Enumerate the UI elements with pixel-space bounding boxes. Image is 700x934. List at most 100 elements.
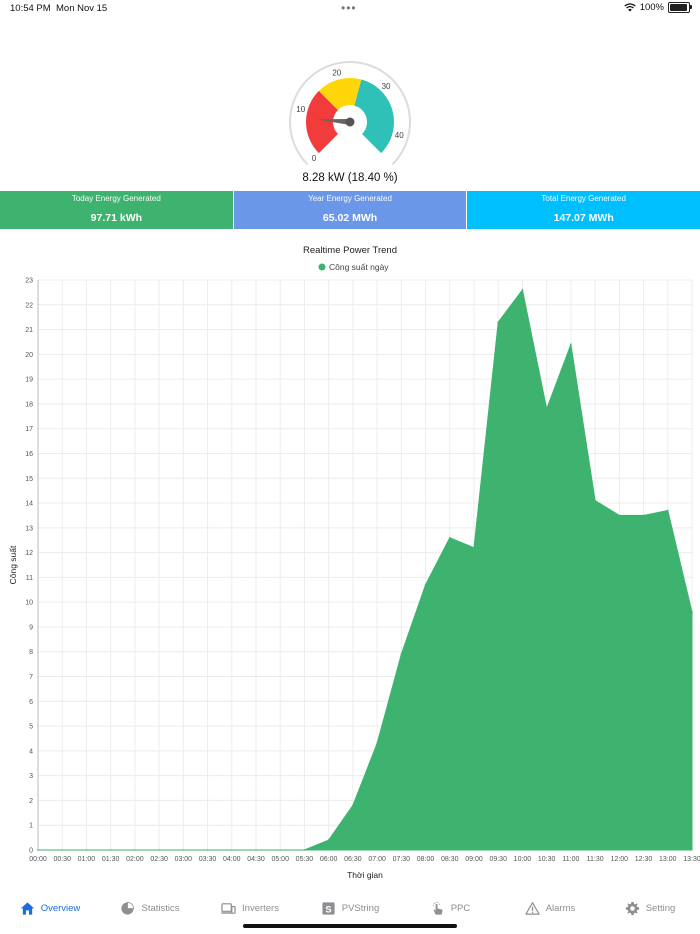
y-tick-label: 4 — [29, 748, 33, 755]
card-title: Year Energy Generated — [308, 194, 392, 203]
y-tick-label: 18 — [25, 401, 33, 408]
tab-label: Overview — [40, 902, 81, 914]
gear-icon — [625, 901, 639, 915]
y-tick-label: 0 — [29, 848, 33, 855]
data-point — [448, 536, 451, 539]
y-tick-label: 21 — [25, 327, 33, 334]
y-tick-label: 20 — [25, 352, 33, 359]
y-tick-label: 16 — [25, 451, 33, 458]
power-gauge: 0 10 20 30 40 — [289, 61, 411, 166]
tab-overview[interactable]: Overview — [0, 893, 100, 923]
warning-icon — [525, 901, 540, 915]
y-tick-label: 6 — [29, 699, 33, 706]
gauge-tick-label: 10 — [296, 105, 305, 114]
y-tick-label: 7 — [29, 674, 33, 681]
data-point — [230, 849, 233, 851]
gauge-tick-label: 40 — [395, 131, 404, 140]
data-point — [352, 804, 354, 807]
data-point — [134, 849, 136, 851]
data-point — [109, 849, 112, 851]
data-point — [618, 514, 621, 517]
status-bar: 10:54 PM Mon Nov 15 ••• 100% — [0, 0, 700, 18]
data-point — [642, 514, 645, 517]
legend-label: Công suất ngày — [329, 262, 389, 272]
x-tick-label: 12:00 — [611, 856, 629, 863]
data-point — [570, 343, 572, 346]
data-point — [255, 849, 257, 851]
data-point — [521, 289, 524, 291]
y-tick-label: 3 — [29, 773, 33, 780]
card-title: Total Energy Generated — [541, 194, 626, 203]
x-tick-label: 07:00 — [368, 856, 386, 863]
battery-percent: 100% — [639, 2, 664, 13]
s-box-icon: S — [322, 901, 335, 915]
x-tick-label: 10:00 — [514, 856, 532, 863]
status-right: 100% — [624, 2, 692, 13]
tab-alarms[interactable]: Alarms — [500, 893, 600, 923]
x-tick-label: 01:30 — [102, 856, 120, 863]
y-tick-label: 22 — [25, 302, 33, 309]
tab-ppc[interactable]: PPC — [400, 893, 500, 923]
y-tick-label: 12 — [25, 550, 33, 557]
devices-icon — [221, 902, 236, 914]
y-tick-label: 9 — [29, 624, 33, 631]
y-tick-label: 8 — [29, 649, 33, 656]
y-tick-label: 5 — [29, 724, 33, 731]
data-point — [424, 584, 427, 586]
svg-text:S: S — [325, 904, 331, 914]
chart-title: Realtime Power Trend — [303, 245, 397, 256]
x-tick-label: 07:30 — [393, 856, 411, 863]
touch-icon — [432, 901, 443, 915]
gauge-band-2 — [354, 79, 394, 154]
data-point — [594, 499, 596, 502]
data-point — [691, 611, 693, 613]
x-tick-label: 00:00 — [29, 856, 47, 863]
data-point — [497, 321, 500, 323]
data-point — [327, 839, 330, 841]
gauge-tick-label: 20 — [332, 69, 341, 78]
multitasking-dots-icon[interactable]: ••• — [341, 1, 357, 15]
gauge-tick-label: 0 — [312, 154, 317, 163]
data-point — [473, 546, 475, 549]
tab-label: PPC — [450, 902, 471, 914]
series-area — [38, 288, 693, 851]
card-value: 97.71 kWh — [90, 212, 143, 224]
data-point — [303, 849, 306, 851]
x-tick-label: 01:00 — [78, 856, 96, 863]
energy-cards: Today Energy Generated 97.71 kWh Year En… — [0, 191, 700, 229]
x-tick-label: 04:00 — [223, 856, 241, 863]
gauge-tick-label: 30 — [382, 82, 391, 91]
tab-label: PVString — [341, 902, 380, 914]
gauge-readout: 8.28 kW (18.40 %) — [302, 172, 398, 184]
home-indicator[interactable] — [243, 924, 457, 928]
card-value: 65.02 MWh — [322, 212, 378, 224]
tab-pvstring[interactable]: S PVString — [300, 893, 400, 923]
x-tick-label: 12:30 — [635, 856, 653, 863]
pie-chart-icon — [121, 901, 135, 915]
gauge-needle-hub — [345, 117, 355, 127]
data-point — [666, 509, 669, 512]
x-tick-label: 10:30 — [538, 856, 556, 863]
tab-setting[interactable]: Setting — [600, 893, 700, 923]
tab-inverters[interactable]: Inverters — [200, 893, 300, 923]
x-tick-label: 03:00 — [175, 856, 193, 863]
data-point — [400, 653, 403, 656]
card-value: 147.07 MWh — [553, 212, 614, 224]
y-tick-label: 11 — [26, 575, 33, 582]
card-year-energy[interactable]: Year Energy Generated 65.02 MWh — [232, 191, 467, 229]
data-point — [279, 849, 282, 851]
card-total-energy[interactable]: Total Energy Generated 147.07 MWh — [466, 191, 700, 229]
y-tick-label: 13 — [25, 525, 33, 532]
card-title: Today Energy Generated — [71, 194, 161, 203]
tab-bar: Overview Statistics Inverters S PVString… — [0, 893, 700, 923]
y-tick-label: 17 — [25, 426, 33, 433]
y-tick-label: 10 — [25, 600, 33, 607]
x-tick-label: 03:30 — [199, 856, 217, 863]
tab-statistics[interactable]: Statistics — [100, 893, 200, 923]
card-today-energy[interactable]: Today Energy Generated 97.71 kWh — [0, 191, 233, 229]
y-axis-label: Công suất — [8, 545, 18, 584]
data-point — [182, 849, 185, 851]
x-tick-label: 02:00 — [126, 856, 144, 863]
y-tick-label: 23 — [25, 278, 33, 285]
y-tick-label: 15 — [25, 476, 33, 483]
